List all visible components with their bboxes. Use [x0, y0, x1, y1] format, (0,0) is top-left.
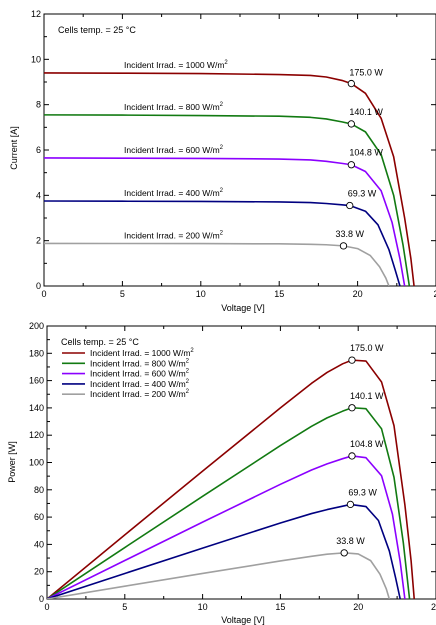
pv-chart: 0 5 10 15 20 25 0 20 40 60 80 100 120 140 160 180 200 1… — [7, 321, 436, 625]
pv-mpp-marker — [348, 356, 356, 364]
pv-legend-entry: Incident Irrad. = 600 W/m2 — [90, 369, 190, 379]
pv-mpp-label: 140.1 W — [350, 391, 384, 401]
iv-y-tick-label: 10 — [31, 54, 41, 64]
iv-y-tick-label: 0 — [36, 281, 41, 291]
pv-x-tick-label: 5 — [122, 602, 127, 612]
pv-mpp-label: 104.8 W — [350, 439, 384, 449]
pv-y-tick-label: 140 — [29, 403, 44, 413]
pv-legend-entry: Incident Irrad. = 1000 W/m2 — [90, 348, 194, 358]
pv-series-line — [47, 455, 406, 599]
iv-mpp-label: 69.3 W — [348, 189, 377, 199]
iv-mpp-label: 33.8 W — [335, 229, 364, 239]
pv-y-axis-label: Power [W] — [7, 441, 17, 483]
iv-x-tick-label: 10 — [196, 289, 206, 299]
pv-legend-entry: Incident Irrad. = 400 W/m2 — [90, 379, 190, 389]
pv-mpp-marker — [340, 549, 348, 557]
iv-series-line — [44, 200, 401, 286]
pv-y-tick-label: 160 — [29, 376, 44, 386]
iv-series-label: Incident Irrad. = 1000 W/m2 — [124, 60, 228, 70]
iv-series-line — [44, 157, 406, 286]
iv-x-tick-label: 0 — [41, 289, 46, 299]
pv-y-tick-label: 120 — [29, 430, 44, 440]
iv-mpp-marker — [347, 161, 355, 169]
pv-legend-entry: Incident Irrad. = 800 W/m2 — [90, 358, 190, 368]
pv-annotation: Cells temp. = 25 °C — [61, 337, 139, 347]
pv-x-tick-label: 15 — [275, 602, 285, 612]
iv-series-label: Incident Irrad. = 200 W/m2 — [124, 230, 224, 240]
pv-y-tick-label: 40 — [34, 539, 44, 549]
iv-series-line — [44, 242, 390, 286]
pv-series-line — [47, 503, 401, 599]
pv-x-tick-label: 10 — [198, 602, 208, 612]
pv-y-tick-label: 80 — [34, 485, 44, 495]
iv-series-line — [44, 72, 415, 286]
iv-x-tick-label: 20 — [353, 289, 363, 299]
iv-y-axis-label: Current [A] — [9, 126, 19, 170]
pv-series-line — [47, 552, 391, 599]
pv-plot-frame — [46, 325, 436, 600]
pv-mpp-label: 175.0 W — [350, 343, 384, 353]
pv-mpp-marker — [348, 404, 356, 412]
pv-x-axis-label: Voltage [V] — [221, 615, 265, 625]
iv-mpp-marker — [346, 201, 354, 210]
iv-series-label: Incident Irrad. = 400 W/m2 — [124, 188, 224, 198]
pv-y-tick-label: 20 — [34, 567, 44, 577]
iv-series-label: Incident Irrad. = 600 W/m2 — [124, 145, 224, 155]
iv-mpp-marker — [347, 79, 355, 88]
iv-x-tick-label: 5 — [120, 289, 125, 299]
iv-mpp-label: 140.1 W — [349, 107, 383, 117]
pv-y-tick-label: 60 — [34, 512, 44, 522]
iv-x-axis-label: Voltage [V] — [221, 303, 265, 313]
iv-y-tick-label: 12 — [31, 9, 41, 19]
pv-y-tick-label: 0 — [39, 594, 44, 604]
pv-x-tick-label: 25 — [431, 602, 436, 612]
pv-series-line — [47, 406, 411, 599]
iv-x-tick-label: 15 — [274, 289, 284, 299]
iv-y-tick-label: 6 — [36, 145, 41, 155]
iv-mpp-marker — [339, 242, 348, 250]
iv-y-tick-label: 8 — [36, 100, 41, 110]
iv-y-tick-label: 4 — [36, 190, 41, 200]
iv-annotation: Cells temp. = 25 °C — [58, 25, 136, 35]
pv-series-line — [47, 359, 416, 599]
iv-series-line — [44, 114, 411, 286]
iv-mpp-label: 104.8 W — [349, 148, 383, 158]
iv-chart: 0 5 10 15 20 2 0 2 4 6 8 10 12 175.0 W Incident Irra… — [9, 9, 436, 313]
iv-x-tick-label: 2 — [433, 289, 436, 299]
pv-x-tick-label: 20 — [353, 602, 363, 612]
iv-y-tick-label: 2 — [36, 236, 41, 246]
iv-series-label: Incident Irrad. = 800 W/m2 — [124, 102, 224, 112]
pv-legend-entry: Incident Irrad. = 200 W/m2 — [90, 389, 190, 399]
pv-y-tick-label: 200 — [29, 321, 44, 331]
pv-y-tick-label: 180 — [29, 348, 44, 358]
iv-mpp-label: 175.0 W — [349, 68, 383, 78]
pv-x-tick-label: 0 — [44, 602, 49, 612]
pv-mpp-marker — [348, 452, 356, 460]
pv-mpp-label: 33.8 W — [336, 536, 365, 546]
iv-plot-frame — [43, 13, 436, 287]
pv-y-tick-label: 100 — [29, 458, 44, 468]
pv-mpp-label: 69.3 W — [348, 487, 377, 497]
pv-mpp-marker — [346, 500, 355, 509]
iv-mpp-marker — [347, 120, 355, 128]
